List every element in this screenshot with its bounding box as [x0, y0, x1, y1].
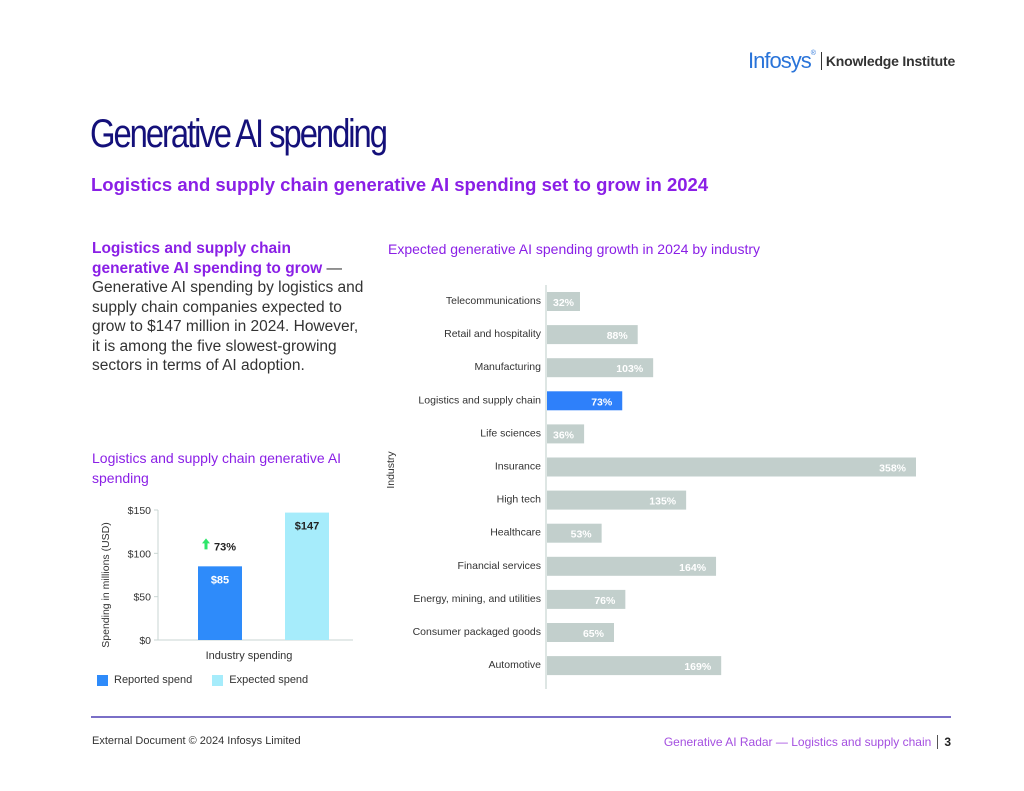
- intro-paragraph: Logistics and supply chain generative AI…: [92, 239, 367, 376]
- footer-doc-name: Generative AI Radar — Logistics and supp…: [663, 735, 932, 749]
- spending-chart-title: Logistics and supply chain generative AI…: [92, 450, 342, 486]
- footer-copyright: External Document © 2024 Infosys Limited: [92, 735, 301, 747]
- legend-swatch-reported: [97, 674, 108, 686]
- industry-bar-value: 135%: [649, 496, 677, 508]
- logo-subtitle: Knowledge Institute: [825, 53, 956, 69]
- industry-label: Life sciences: [480, 427, 541, 439]
- industry-bar-value: 358%: [879, 463, 907, 475]
- industry-bar: [547, 358, 654, 378]
- industry-bar: [547, 556, 717, 576]
- intro-body: — Generative AI spending by logistics an…: [92, 259, 364, 375]
- industry-row: Healthcare 53%: [490, 523, 602, 543]
- spending-chart-ytick-label: $0: [139, 635, 151, 647]
- industry-row: Manufacturing 103%: [474, 358, 654, 378]
- industry-bar-value: 36%: [553, 429, 575, 441]
- industry-label: Automotive: [488, 659, 541, 671]
- growth-chart: Industry Telecommunications 32% Retail and…: [385, 285, 916, 689]
- industry-bar: [547, 292, 580, 311]
- spending-chart-xlabel: Industry spending: [206, 650, 293, 662]
- industry-bar-value: 65%: [583, 628, 605, 640]
- spending-chart: Spending in millions (USD) $0 $50 $100 $150…: [100, 505, 353, 662]
- spending-bar-value-label: $147: [295, 521, 319, 533]
- industry-bar-value: 73%: [591, 396, 613, 408]
- page-subtitle: Logistics and supply chain generative AI…: [91, 174, 709, 195]
- growth-chart-ylabel: Industry: [385, 451, 397, 489]
- industry-label: Telecommunications: [446, 295, 541, 307]
- spending-chart-ytick-label: $50: [133, 592, 151, 604]
- industry-label: High tech: [497, 494, 542, 506]
- industry-bar: [547, 490, 687, 510]
- industry-label: Manufacturing: [474, 361, 541, 373]
- industry-bar-highlight: [547, 391, 623, 411]
- industry-row: Life sciences 36%: [480, 424, 585, 444]
- growth-annotation: 73%: [214, 541, 236, 553]
- spending-bar-expected-spend: [285, 512, 329, 640]
- industry-label: Energy, mining, and utilities: [413, 593, 541, 605]
- page-title: Generative AI spending: [90, 112, 388, 156]
- legend-item-expected: Expected spend: [212, 674, 308, 686]
- industry-bar: [547, 523, 602, 543]
- industry-bar-value: 88%: [607, 330, 629, 342]
- intro-lead: Logistics and supply chain generative AI…: [92, 240, 323, 277]
- industry-bar-value: 164%: [679, 562, 707, 574]
- industry-row: Logistics and supply chain 73%: [418, 391, 623, 411]
- logo-divider: [820, 52, 822, 70]
- legend-item-reported: Reported spend: [97, 674, 192, 686]
- industry-row: High tech 135%: [497, 490, 687, 510]
- industry-bar-value: 103%: [616, 363, 644, 375]
- industry-bar-value: 53%: [571, 529, 593, 541]
- growth-chart-title: Expected generative AI spending growth i…: [388, 241, 761, 257]
- spending-chart-ytick-label: $100: [128, 548, 152, 560]
- footer-divider: [91, 716, 951, 718]
- industry-bar: [547, 325, 638, 345]
- footer-separator: [937, 735, 939, 749]
- spending-chart-ytick-label: $150: [128, 505, 152, 517]
- spending-chart-legend: Reported spend Expected spend: [97, 674, 328, 686]
- industry-label: Healthcare: [490, 527, 541, 539]
- infosys-logo: Infosys ® Knowledge Institute: [748, 47, 955, 75]
- logo-brand: Infosys: [748, 48, 812, 73]
- spending-chart-ylabel: Spending in millions (USD): [100, 522, 112, 647]
- industry-bar-value: 76%: [594, 595, 616, 607]
- industry-bar: [547, 457, 916, 477]
- industry-bar-value: 32%: [553, 297, 575, 309]
- legend-label-reported: Reported spend: [114, 674, 193, 686]
- legend-swatch-expected: [212, 674, 224, 686]
- spending-bar-reported-spend: [198, 566, 242, 640]
- industry-row: Consumer packaged goods 65%: [413, 623, 614, 642]
- industry-row: Energy, mining, and utilities 76%: [413, 589, 626, 609]
- industry-label: Consumer packaged goods: [413, 626, 541, 638]
- industry-row: Telecommunications 32%: [446, 292, 580, 311]
- industry-label: Insurance: [495, 461, 541, 473]
- spending-bar-value-label: $85: [211, 574, 229, 586]
- industry-label: Logistics and supply chain: [418, 394, 541, 406]
- footer-doc-title: Generative AI Radar — Logistics and supp…: [664, 735, 951, 749]
- industry-bar: [547, 589, 626, 609]
- up-arrow-icon: [202, 538, 210, 550]
- industry-row: Automotive 169%: [488, 656, 722, 676]
- industry-bar: [547, 623, 614, 642]
- industry-bar: [547, 424, 585, 444]
- logo-registered-mark: ®: [810, 49, 816, 57]
- industry-bar-value: 169%: [684, 661, 712, 673]
- page-number: 3: [944, 735, 951, 749]
- industry-row: Financial services 164%: [458, 556, 717, 576]
- legend-label-expected: Expected spend: [229, 674, 309, 686]
- industry-label: Retail and hospitality: [444, 328, 542, 340]
- industry-row: Insurance 358%: [495, 457, 916, 477]
- industry-label: Financial services: [458, 560, 541, 572]
- industry-bar: [547, 656, 722, 676]
- industry-row: Retail and hospitality 88%: [444, 325, 638, 345]
